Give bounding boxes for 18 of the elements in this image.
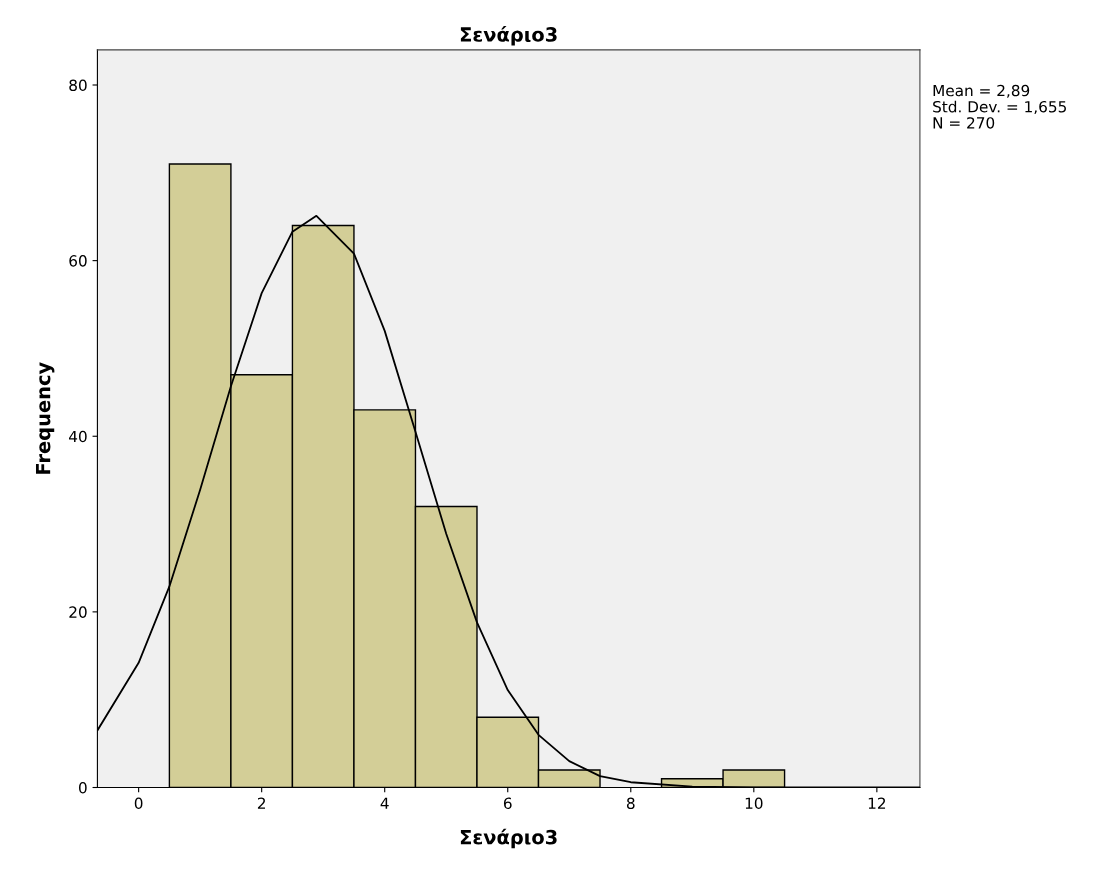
y-tick-label: 60 (69, 255, 87, 267)
x-tick-label: 4 (380, 797, 389, 809)
x-tick-label: 8 (626, 797, 635, 810)
y-tick-label: 0 (78, 781, 87, 794)
x-tick-label: 10 (745, 797, 763, 810)
x-tick-label: 2 (257, 797, 265, 809)
y-tick-label: 40 (69, 430, 87, 443)
x-tick-label: 12 (868, 797, 886, 809)
text: Std. Dev. = 1,655 (933, 100, 1066, 115)
chart-title: Σενάριο3 (460, 25, 557, 46)
x-tick-label: 6 (503, 797, 512, 810)
y-axis-title: Frequency (35, 362, 55, 474)
text: Mean = 2,89 (933, 84, 1030, 98)
text: N = 270 (933, 117, 995, 129)
y-tick-label: 80 (69, 79, 87, 92)
x-tick-label: 0 (134, 797, 143, 810)
y-tick-label: 20 (69, 606, 87, 618)
x-axis-title: Σενάριο3 (460, 828, 557, 849)
